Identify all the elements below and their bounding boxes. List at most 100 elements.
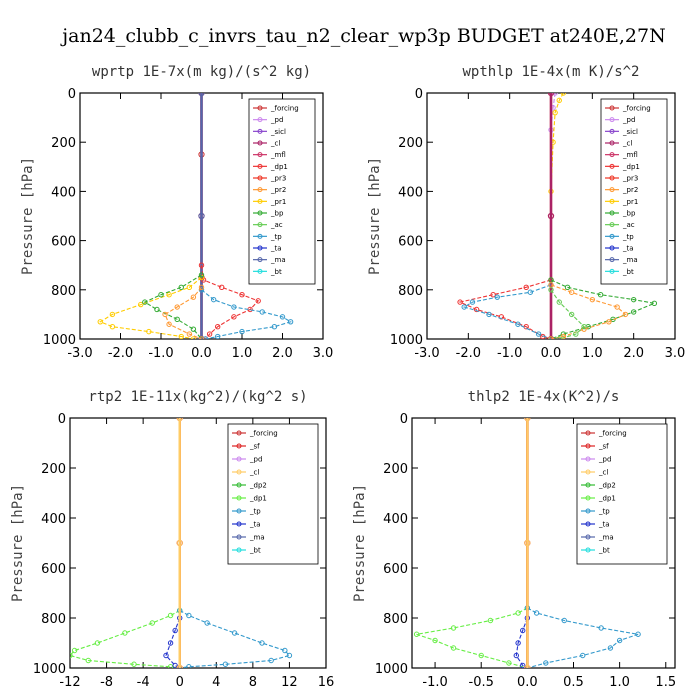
legend: _forcing _pd _sicl _cl _mfl _dp1 _pr3 _pr2 _pr1 _…	[248, 98, 316, 285]
legend-swatch-marker	[585, 456, 591, 462]
series-point-tp	[527, 289, 534, 295]
y-tick-label: 600	[398, 235, 423, 250]
x-tick-label: 0	[176, 675, 184, 690]
series-point-tp	[286, 652, 293, 659]
legend-entry: _forcing	[270, 105, 299, 113]
legend-entry: _forcing	[598, 430, 627, 438]
series-point-ma	[198, 212, 205, 220]
series-point-pr2	[548, 336, 554, 339]
x-tick-label: 1.0	[232, 346, 253, 361]
legend-swatch-marker	[609, 140, 615, 146]
legend-swatch-marker	[236, 495, 242, 501]
legend-entry: _pd	[249, 456, 262, 464]
legend-entry: _sicl	[622, 128, 638, 136]
legend-entry: _sf	[249, 443, 260, 451]
legend-entry: _tp	[598, 508, 610, 516]
legend-swatch-marker	[585, 482, 591, 488]
series-point-tp	[239, 328, 245, 335]
series-line-bp	[550, 279, 657, 339]
series-point-tp	[515, 321, 521, 327]
legend-swatch-marker	[257, 140, 263, 146]
series-point-pr1	[146, 328, 152, 335]
legend-swatch-marker	[609, 187, 615, 193]
legend-swatch-marker	[585, 547, 591, 553]
series-line-tp	[527, 607, 639, 668]
series-point-tp	[616, 637, 623, 644]
series-point-cl2	[524, 664, 531, 668]
legend-swatch-marker	[609, 210, 615, 216]
legend-entry: _forcing	[622, 105, 651, 113]
legend-swatch-marker	[236, 521, 242, 527]
x-tick-label: -1.0	[148, 346, 173, 361]
legend-swatch-marker	[585, 430, 591, 436]
y-tick-label: 400	[51, 185, 76, 200]
series-point-bp	[651, 300, 658, 307]
series-point-pr1	[556, 97, 562, 104]
y-tick-label: 200	[51, 136, 76, 151]
series-point-pr1	[552, 109, 558, 116]
legend-swatch-marker	[236, 443, 242, 449]
legend-entry: _pd	[270, 116, 283, 124]
series-point-bp	[158, 292, 164, 298]
x-tick-label: -3.0	[67, 346, 92, 361]
series-point-ta	[520, 662, 526, 668]
series-point-tp	[222, 661, 229, 667]
x-tick-label: 12	[281, 675, 298, 690]
series-line-tp	[462, 284, 552, 339]
series-line-pr1	[550, 93, 564, 339]
series-point-dp1	[239, 292, 245, 298]
series-point-pr2	[166, 321, 172, 327]
series-point-pr2	[560, 333, 567, 339]
legend-entry: _bt	[270, 268, 282, 276]
legend-entry: _sf	[598, 443, 609, 451]
series-line-dp1	[200, 265, 260, 339]
series-point-tp	[486, 311, 492, 318]
series-point-bp	[548, 277, 554, 283]
legend: _forcing _sf _pd _cl _dp2 _dp1 _tp _ta _ma _bt	[576, 423, 668, 565]
series-point-pr2	[606, 319, 612, 325]
x-tick-label: 1.5	[655, 675, 676, 690]
series-point-tp	[259, 309, 265, 315]
legend-entry: _mfl	[622, 151, 638, 159]
series-point-tp	[271, 324, 278, 330]
x-tick-label: 0.0	[541, 346, 562, 361]
series-point-dp1g	[131, 661, 137, 667]
y-tick-label: 800	[51, 284, 76, 299]
x-tick-label: 2.0	[272, 346, 293, 361]
legend-swatch-marker	[257, 152, 263, 158]
series-point-bp	[178, 284, 184, 291]
legend-swatch-marker	[236, 482, 242, 488]
x-tick-label: -1.0	[422, 675, 447, 690]
series-point-dp1g	[167, 612, 174, 619]
series-point-bp	[630, 309, 637, 315]
legend-entry: _sicl	[270, 128, 286, 136]
legend-entry: _tp	[622, 233, 634, 241]
x-tick-label: -12	[59, 675, 80, 690]
legend-entry: _cl	[249, 469, 259, 477]
series-point-ta	[163, 652, 169, 659]
legend-swatch-marker	[609, 105, 615, 111]
legend-swatch-marker	[236, 534, 242, 540]
legend-swatch-marker	[257, 210, 263, 216]
y-tick-label: 1000	[375, 662, 408, 677]
x-tick-label: 2.0	[623, 346, 644, 361]
legend-swatch-marker	[257, 268, 263, 274]
series-point-tp	[461, 304, 467, 310]
legend-swatch-marker	[257, 105, 263, 111]
x-tick-label: 16	[318, 675, 335, 690]
series-point-tp	[279, 314, 286, 320]
series-point-tp	[186, 664, 192, 668]
series-point-pr1	[138, 301, 144, 308]
y-tick-label: 1000	[390, 333, 423, 348]
series-point-cl	[547, 212, 555, 220]
series-point-pr2	[162, 311, 168, 318]
legend-swatch-marker	[257, 175, 263, 181]
series-point-dp1g	[71, 647, 78, 654]
series-line-pr1	[99, 277, 202, 339]
chart-panel-3: rtp2 1E-11x(kg^2)/(kg^2 s) -12 -8 -4 0 4 8 12 16…	[10, 389, 334, 690]
legend-entry: _ma	[270, 256, 286, 264]
series-point-dp1g	[487, 617, 494, 624]
series-point-tp	[607, 645, 614, 651]
legend-entry: _ma	[598, 534, 614, 542]
